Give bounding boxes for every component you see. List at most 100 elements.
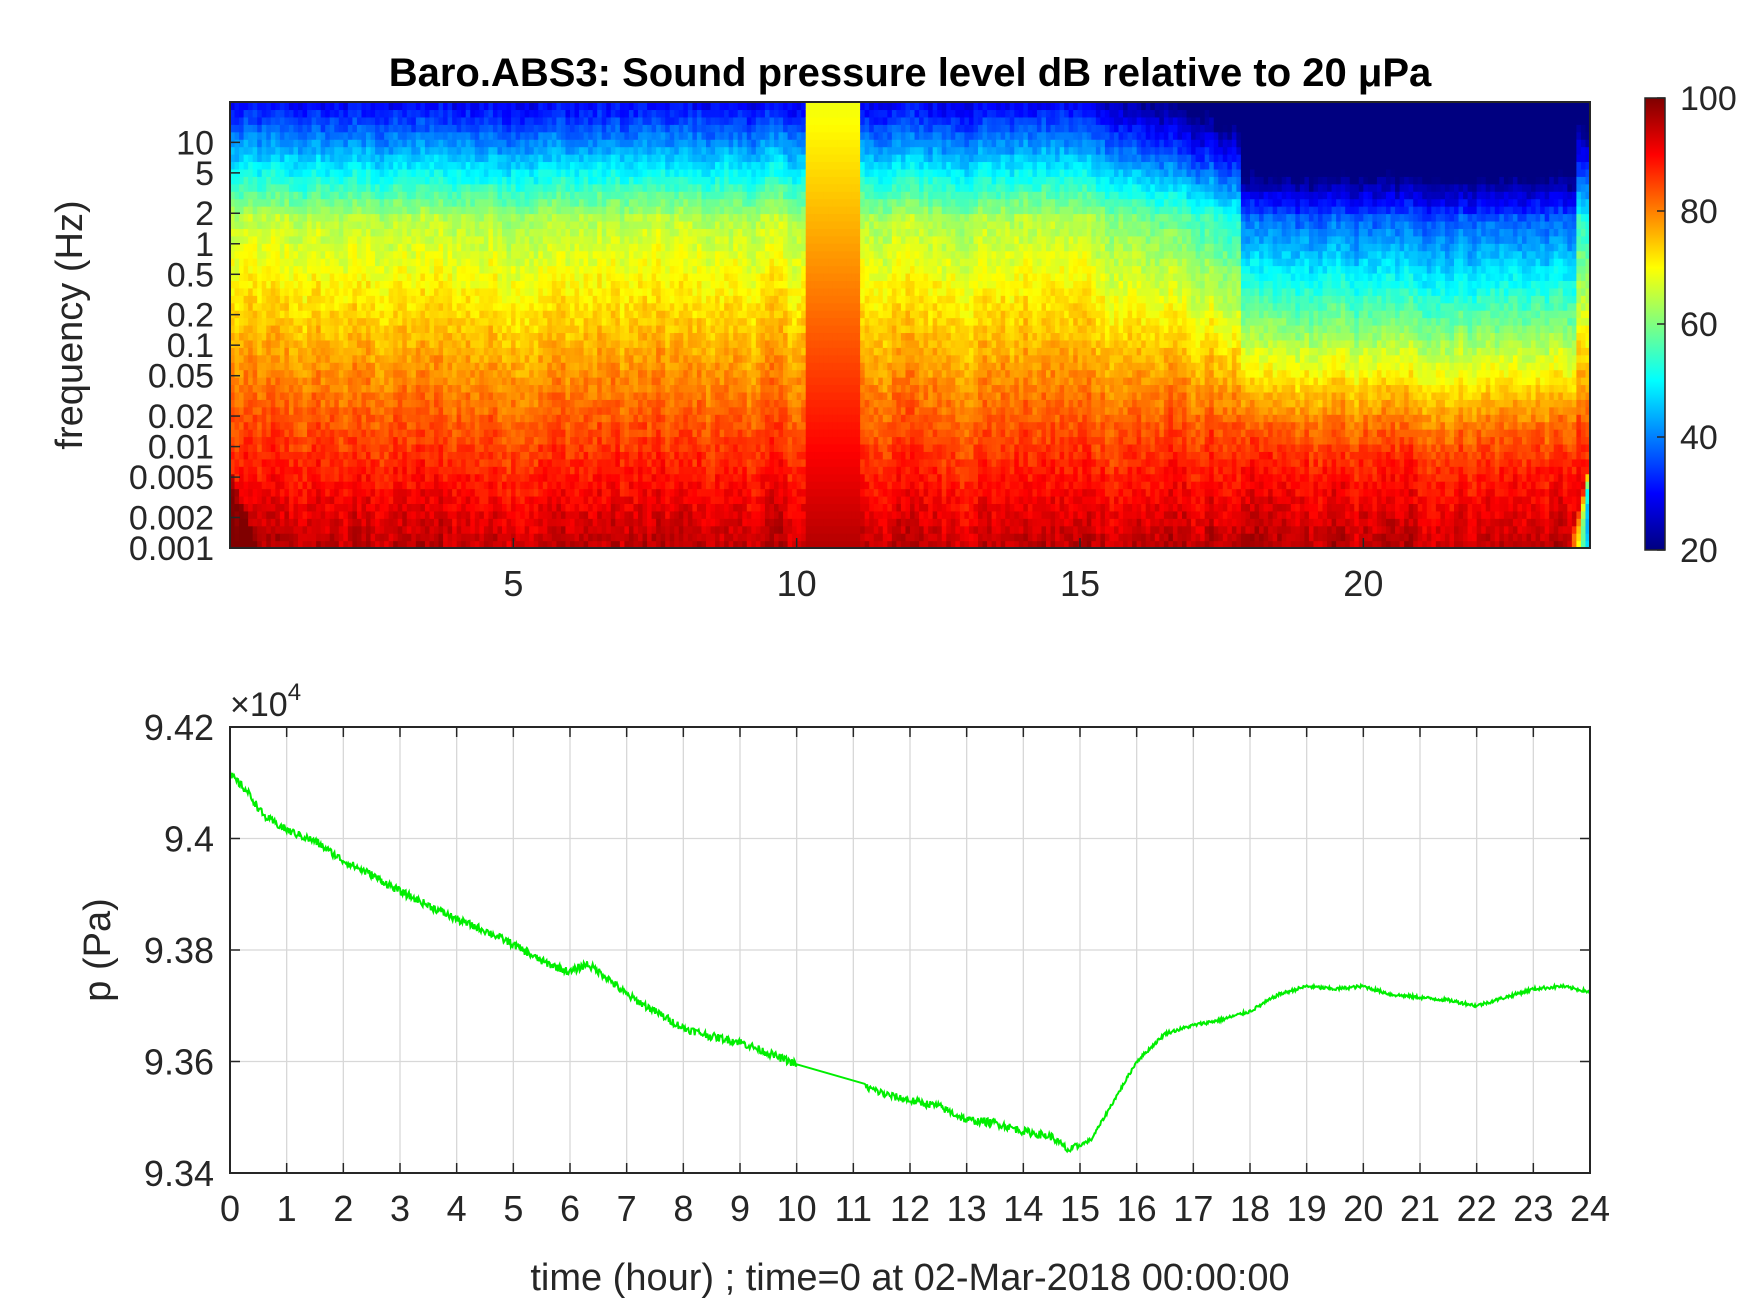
spectrogram-cell [375,146,381,155]
spectrogram-cell [470,280,476,289]
spectrogram-cell [434,503,440,512]
spectrogram-cell [379,384,385,393]
spectrogram-cell [538,406,544,415]
spectrogram-cell [542,317,548,326]
spectrogram-cell [366,421,372,430]
spectrogram-cell [257,406,263,415]
spectrogram-cell [411,183,417,192]
spectrogram-cell [443,377,449,386]
spectrogram-cell [402,280,408,289]
spectrogram-cell [288,258,295,267]
spectrogram-cell [411,466,417,475]
spectrogram-cell [411,235,417,244]
spectrogram-cell [574,243,580,252]
spectrogram-cell [356,347,363,356]
spectrogram-cell [456,228,462,237]
spectrogram-cell [366,473,372,482]
spectrogram-cell [479,362,485,371]
spectrogram-cell [474,443,480,452]
spectrogram-cell [438,325,444,334]
spectrogram-cell [320,458,326,467]
spectrogram-cell [483,429,489,438]
spectrogram-cell [570,451,576,460]
spectrogram-cell [279,347,285,356]
spectrogram-cell [302,451,308,460]
spectrogram-cell [533,443,539,452]
spectrogram-cell [529,235,535,244]
spectrogram-cell [434,176,440,185]
spectrogram-cell [538,436,544,445]
spectrogram-cell [570,265,576,274]
spectrogram-cell [375,258,381,267]
spectrogram-cell [411,102,417,111]
spectrogram-cell [434,369,440,378]
spectrogram-cell [375,213,381,222]
spectrogram-cell [334,369,340,378]
spectrogram-cell [311,280,317,289]
spectrogram-cell [434,518,440,527]
spectrogram-cell [529,168,535,177]
spectrogram-cell [606,540,612,548]
spectrogram-cell [592,421,598,430]
spectrogram-cell [429,243,435,252]
spectrogram-cell [434,131,440,140]
spectrogram-cell [261,220,267,229]
spectrogram-cell [588,443,594,452]
spectrogram-cell [502,198,508,207]
spectrogram-cell [356,280,363,289]
spectrogram-cell [465,495,471,504]
spectrogram-cell [542,302,548,311]
spectrogram-cell [316,131,322,140]
spectrogram-cell [298,154,304,163]
spectrogram-cell [488,154,494,163]
spectrogram-cell [415,518,421,527]
spectrogram-cell [461,206,467,215]
spectrogram-cell [279,295,285,304]
spectrogram-cell [447,168,453,177]
spectrogram-cell [298,339,304,348]
spectrogram-cell [402,406,408,415]
spectrogram-cell [529,473,535,482]
spectrogram-cell [456,391,462,400]
spectrogram-cell [243,272,249,281]
spectrogram-cell [288,198,295,207]
spectrogram-cell [601,451,607,460]
spectrogram-cell [583,109,589,118]
spectrogram-cell [329,332,335,341]
spectrogram-cell [252,369,258,378]
spectrogram-cell [388,429,394,438]
spectrogram-cell [470,272,476,281]
spectrogram-cell [592,377,598,386]
spectrogram-cell [588,183,594,192]
spectrogram-cell [402,131,408,140]
spectrogram-cell [560,391,567,400]
spectrogram-cell [547,488,553,497]
spectrogram-cell [542,406,548,415]
spectrogram-cell [447,272,453,281]
spectrogram-cell [393,540,399,548]
spectrogram-cell [429,525,435,534]
spectrogram-cell [366,510,372,519]
spectrogram-cell [492,295,499,304]
spectrogram-cell [597,377,603,386]
spectrogram-cell [325,332,331,341]
spectrogram-cell [230,510,236,519]
spectrogram-cell [239,139,245,148]
spectrogram-cell [361,458,367,467]
spectrogram-cell [311,347,317,356]
spectrogram-cell [234,377,240,386]
spectrogram-cell [524,369,530,378]
spectrogram-cell [556,488,562,497]
spectrogram-cell [551,206,557,215]
spectrogram-cell [574,399,580,408]
spectrogram-cell [356,325,363,334]
spectrogram-cell [592,280,598,289]
spectrogram-cell [347,213,353,222]
spectrogram-cell [293,206,299,215]
spectrogram-cell [606,525,612,534]
spectrogram-cell [547,384,553,393]
spectrogram-cell [370,466,376,475]
spectrogram-cell [293,109,299,118]
spectrogram-cell [243,518,249,527]
spectrogram-cell [307,540,313,548]
